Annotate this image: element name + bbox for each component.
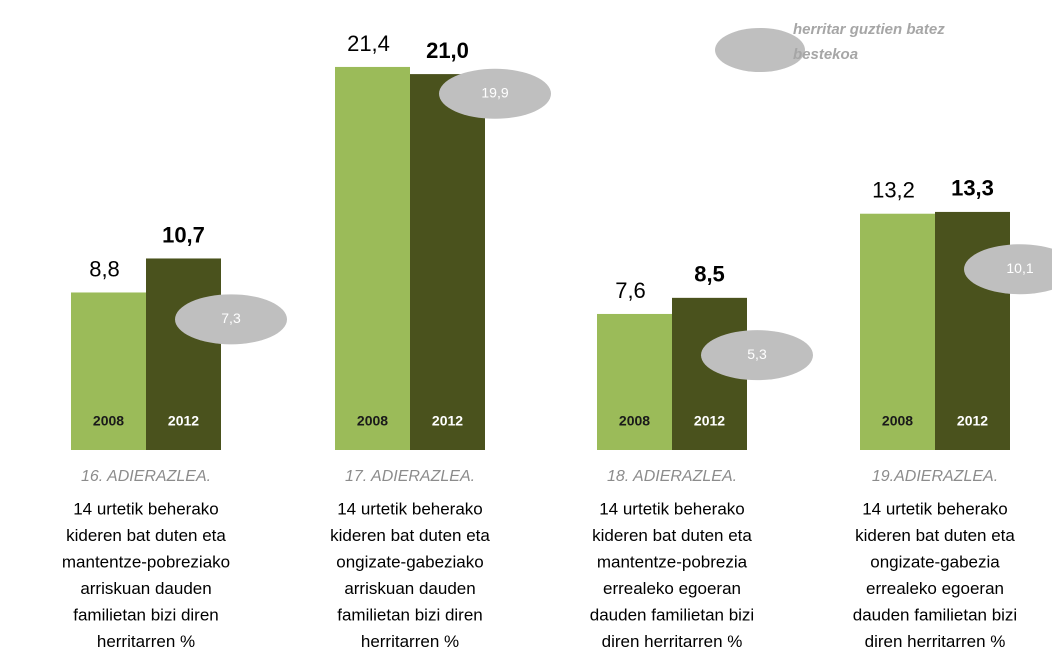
bar	[335, 66, 410, 450]
average-marker	[439, 68, 551, 119]
legend-label: herritar guztien batez bestekoa	[793, 21, 945, 63]
year-label: 2008	[93, 413, 124, 429]
value-label: 13,3	[951, 176, 994, 201]
indicator-label: 19.ADIERAZLEA.	[872, 468, 998, 485]
value-label: 8,8	[89, 256, 120, 281]
description-line: 14 urtetik beherako	[337, 499, 483, 518]
value-label: 7,6	[615, 278, 646, 303]
bar	[410, 74, 485, 450]
year-label: 2012	[168, 413, 199, 429]
description-line: errealeko egoeran	[866, 579, 1004, 598]
bar	[597, 313, 672, 450]
indicator-label: 16. ADIERAZLEA.	[81, 468, 211, 485]
year-label: 2012	[694, 413, 725, 429]
bar	[71, 292, 146, 450]
average-marker	[175, 294, 287, 345]
description-line: diren herritarren %	[602, 632, 743, 651]
average-marker	[701, 330, 813, 381]
legend-swatch	[715, 28, 805, 72]
value-label: 21,0	[426, 38, 469, 63]
year-label: 2008	[357, 413, 388, 429]
bar	[860, 213, 935, 450]
average-marker	[964, 244, 1052, 295]
description-line: dauden familietan bizi	[853, 605, 1017, 624]
average-label: 19,9	[481, 84, 508, 100]
description-line: 14 urtetik beherako	[73, 499, 219, 518]
description-line: arriskuan dauden	[80, 579, 211, 598]
description-line: familietan bizi diren	[73, 605, 219, 624]
value-label: 10,7	[162, 222, 205, 247]
description-line: errealeko egoeran	[603, 579, 741, 598]
indicator-label: 17. ADIERAZLEA.	[345, 468, 475, 485]
description-line: familietan bizi diren	[337, 605, 483, 624]
year-label: 2008	[619, 413, 650, 429]
description-line: ongizate-gabeziako	[336, 552, 483, 571]
description-line: kideren bat duten eta	[66, 526, 226, 545]
description-line: dauden familietan bizi	[590, 605, 754, 624]
description-line: herritarren %	[361, 632, 459, 651]
bar	[146, 258, 221, 450]
average-label: 7,3	[221, 310, 241, 326]
description-line: ongizate-gabezia	[870, 552, 1000, 571]
average-label: 5,3	[747, 346, 767, 362]
average-label: 10,1	[1006, 260, 1033, 276]
description-line: 14 urtetik beherako	[862, 499, 1008, 518]
description-line: arriskuan dauden	[344, 579, 475, 598]
description-line: kideren bat duten eta	[330, 526, 490, 545]
description-line: mantentze-pobrezia	[597, 552, 748, 571]
value-label: 21,4	[347, 31, 390, 56]
description-line: 14 urtetik beherako	[599, 499, 745, 518]
description-line: kideren bat duten eta	[592, 526, 752, 545]
value-label: 13,2	[872, 178, 915, 203]
description-line: mantentze-pobreziako	[62, 552, 230, 571]
year-label: 2008	[882, 413, 913, 429]
description-line: kideren bat duten eta	[855, 526, 1015, 545]
value-label: 8,5	[694, 262, 725, 287]
description-line: diren herritarren %	[865, 632, 1006, 651]
year-label: 2012	[432, 413, 463, 429]
indicator-label: 18. ADIERAZLEA.	[607, 468, 737, 485]
year-label: 2012	[957, 413, 988, 429]
description-line: herritarren %	[97, 632, 195, 651]
